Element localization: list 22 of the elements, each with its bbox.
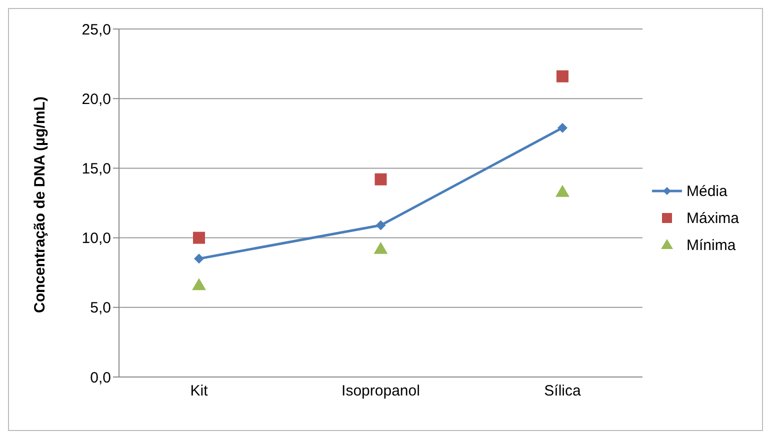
y-tick-label: 15,0 — [82, 160, 111, 178]
y-tick-label: 10,0 — [82, 230, 111, 248]
y-tick-label: 0,0 — [90, 369, 111, 386]
y-tick-label: 20,0 — [82, 90, 111, 108]
y-tick-label: 25,0 — [82, 21, 111, 38]
point — [374, 242, 388, 254]
point — [374, 173, 387, 186]
legend-label: Mínima — [686, 236, 736, 254]
point — [376, 220, 386, 230]
point — [557, 122, 568, 133]
point — [194, 254, 204, 264]
y-axis-title: Concentração de DNA (µg/mL) — [31, 96, 48, 313]
legend-label: Média — [686, 182, 728, 200]
point — [192, 278, 206, 290]
x-tick-label: Isopropanol — [342, 382, 420, 400]
y-tick-label: 5,0 — [90, 300, 111, 317]
x-tick-label: Kit — [190, 382, 209, 400]
point — [556, 70, 568, 82]
point — [193, 232, 205, 244]
x-tick-label: Sílica — [544, 382, 582, 400]
point — [555, 184, 570, 197]
legend-label: Máxima — [686, 210, 739, 226]
